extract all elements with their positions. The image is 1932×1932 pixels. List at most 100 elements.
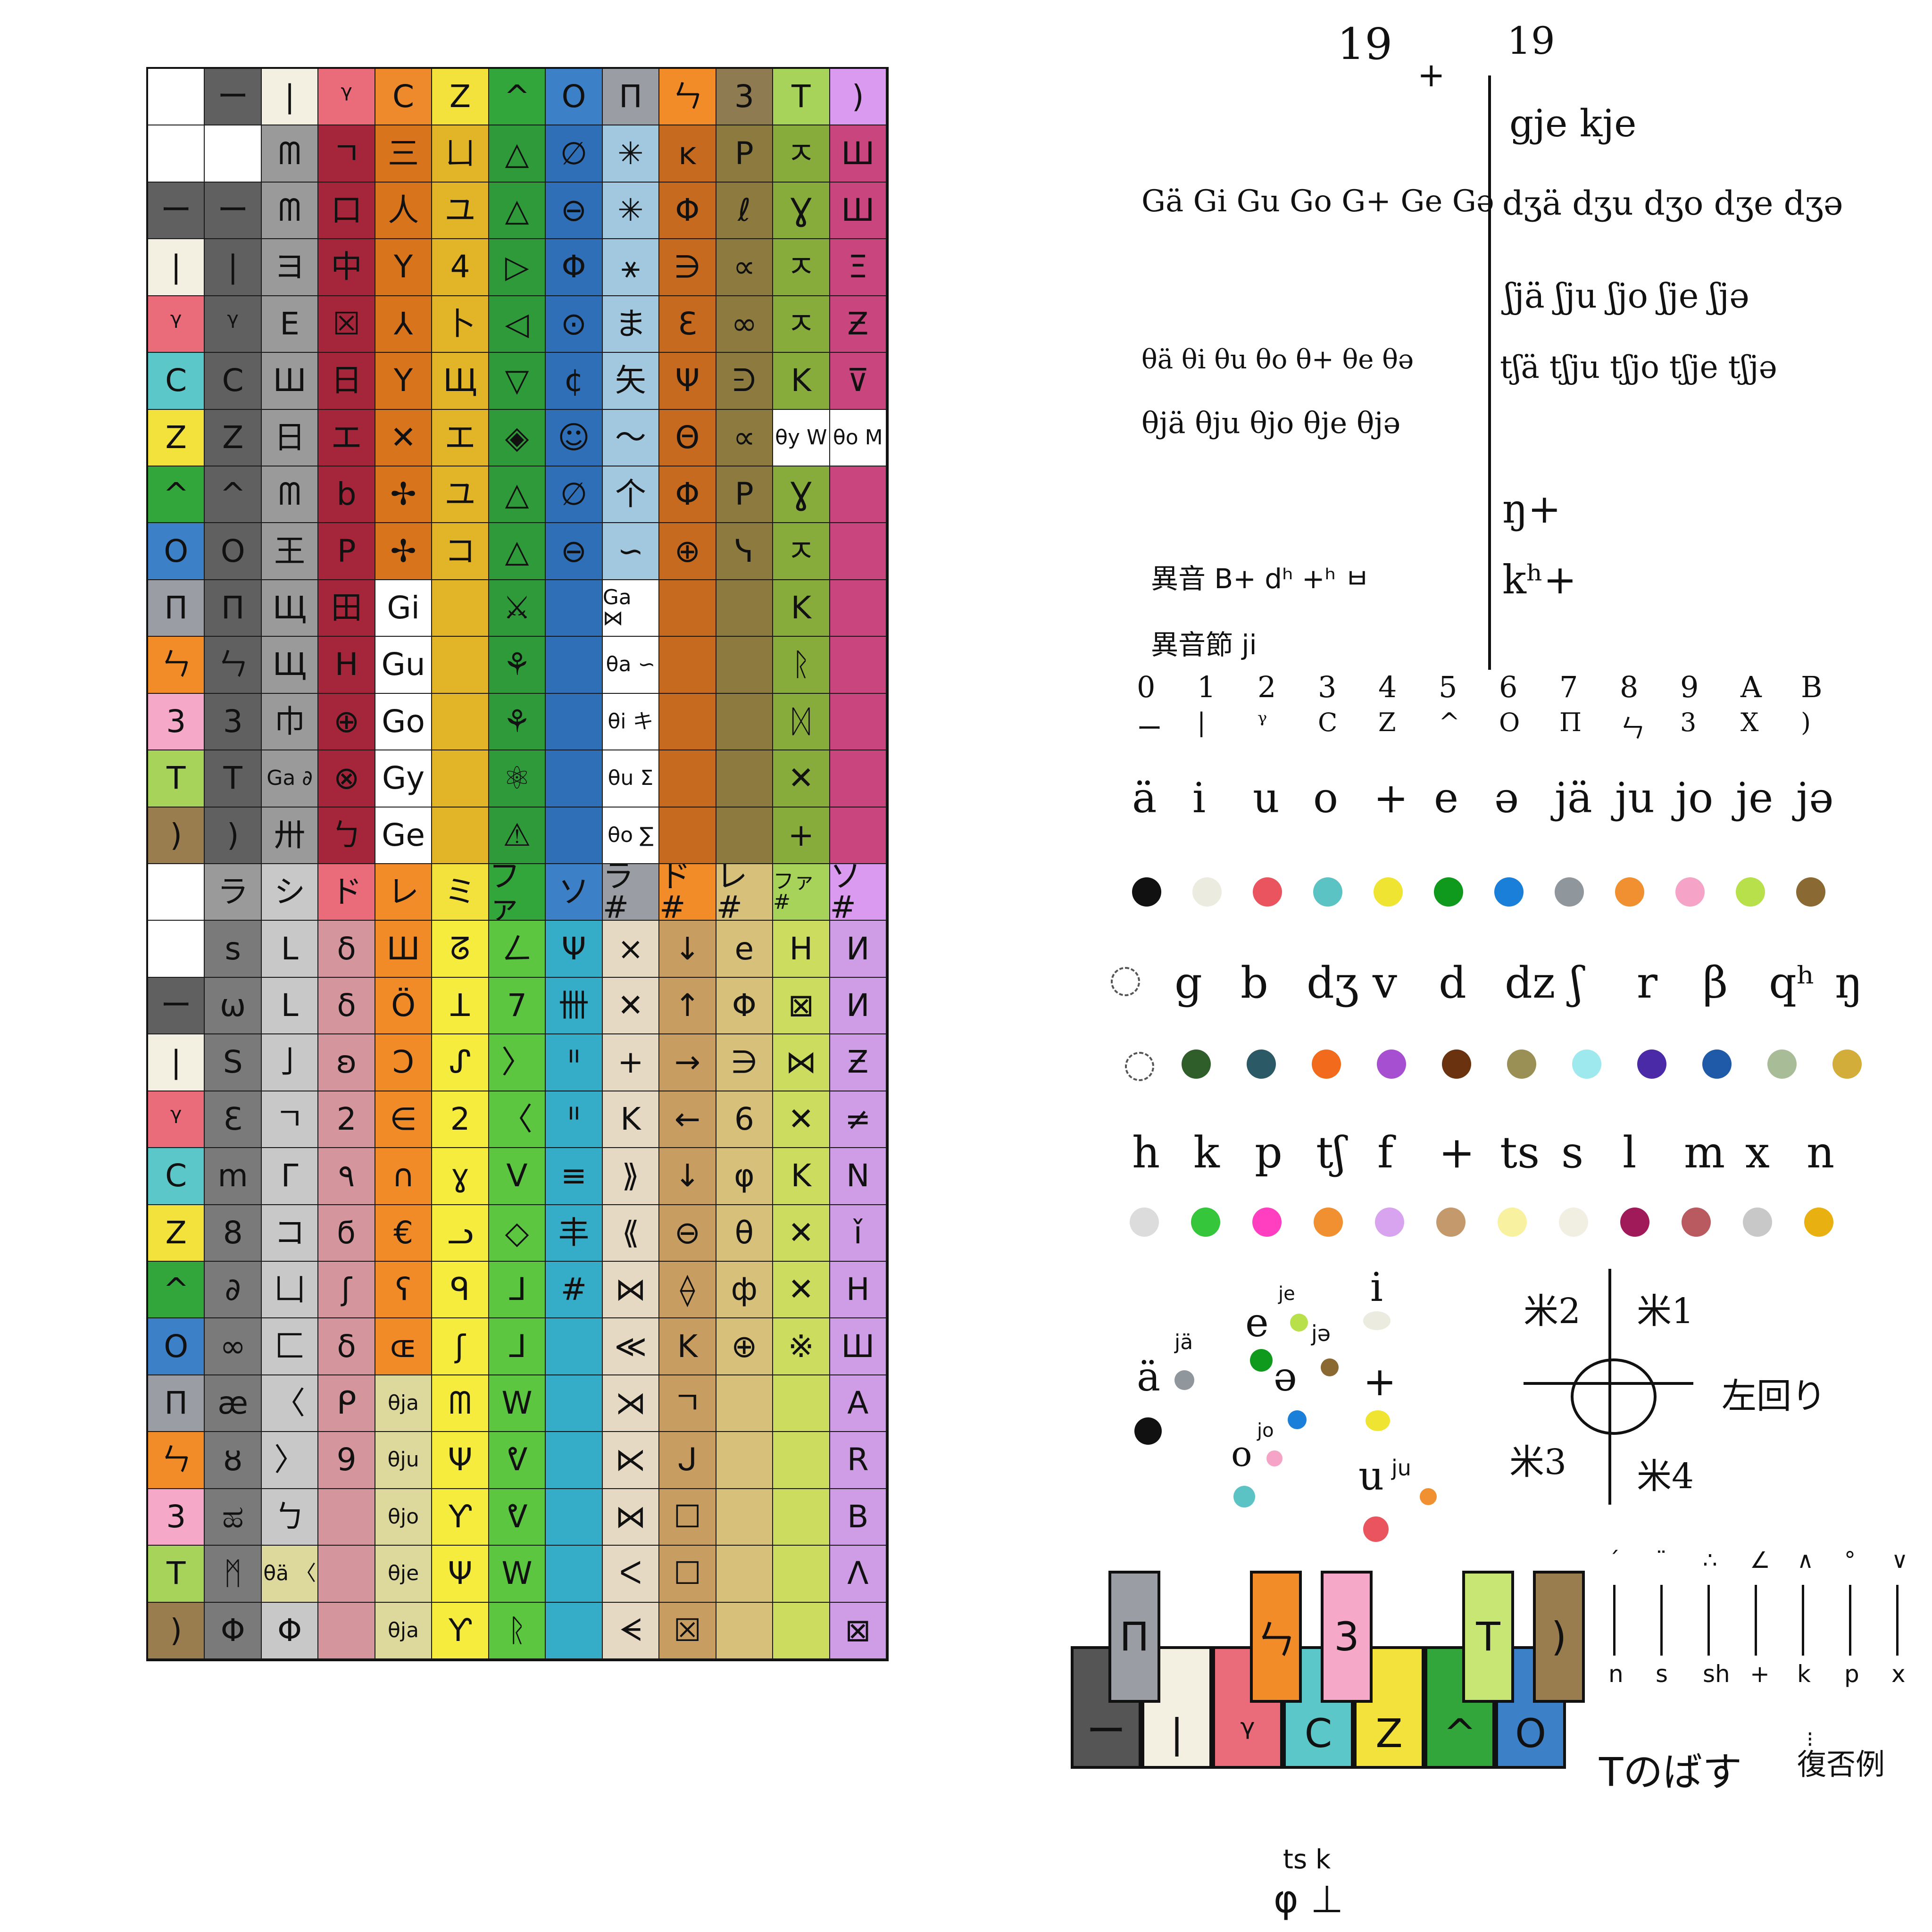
stroke-line [1849,1585,1851,1656]
dot-e [1250,1349,1273,1372]
grid-cell: Φ [546,239,603,296]
ng-plus: ŋ+ [1502,486,1561,532]
grid-cell: ᗰ [261,182,319,240]
grid-cell: ) [148,1602,205,1659]
grid-cell: ⚔ [489,580,546,637]
grid-cell [546,1432,603,1489]
digit-glyph: C [1318,708,1338,737]
consonant-color-dot [1130,1208,1159,1237]
consonant-color-dot [1559,1208,1588,1237]
grid-cell [830,523,887,580]
grid-cell: θju [375,1432,433,1489]
grid-cell: W [489,1375,546,1432]
grid-cell: Y [375,353,433,410]
grid-cell: ✳ [602,125,660,183]
grid-cell [546,1546,603,1603]
stroke-line [1613,1585,1616,1656]
grid-cell: レ# [716,864,774,921]
grid-cell: T [205,750,262,808]
grid-cell: 3 [205,693,262,751]
grid-cell: ≪ [602,1318,660,1375]
grid-cell: K [659,1318,716,1375]
grid-cell: 王 [261,523,319,580]
grid-cell: | [148,239,205,296]
grid-cell [546,750,603,808]
stroke-label: k [1797,1660,1811,1688]
grid-cell [546,693,603,751]
grid-cell: Ψ [432,1432,489,1489]
grid-cell: ↓ [659,921,716,978]
grid-cell: И [830,921,887,978]
grid-cell [830,580,887,637]
consonant-color-dot [1314,1208,1343,1237]
grid-cell: 巾 [261,693,319,751]
consonant-label: dz [1505,958,1556,1008]
consonant-label: x [1745,1127,1770,1178]
grid-cell [716,1375,774,1432]
grid-cell [716,750,774,808]
digit-glyph: ー [1137,714,1162,743]
grid-cell: θ [716,1205,774,1262]
grid-cell: ⊕ [659,523,716,580]
grid-cell [148,921,205,978]
grid-cell: Ɛ [659,296,716,353]
consonant-color-dot [1252,1208,1282,1237]
stroke-line [1896,1585,1899,1656]
grid-cell: ʚ [318,1034,375,1091]
consonant-color-dot [1377,1049,1406,1079]
consonant-color-dot [1436,1208,1466,1237]
consonant-label: ŋ [1835,958,1863,1008]
grid-cell: 4 [432,239,489,296]
grid-cell: Ш [375,921,433,978]
vowel-label: ə [1494,774,1519,822]
grid-cell: ⊖ [546,182,603,240]
grid-cell: ⊗ [318,750,375,808]
grid-cell: P [716,125,774,183]
vowel-label-schwa: ə [1274,1354,1297,1400]
grid-cell: ǐ [830,1205,887,1262]
grid-cell [773,1602,830,1659]
grid-cell: ᛗ [205,1546,262,1603]
consonant-label: ʃ [1571,958,1582,1008]
grid-cell: ー [205,182,262,240]
grid-cell [773,1489,830,1546]
grid-cell: 〜 [602,409,660,466]
grid-cell: ㄣ [659,69,716,126]
grid-cell: ⟪ [602,1205,660,1262]
grid-cell: ソ [546,864,603,921]
grid-cell: ᐦ [546,1091,603,1149]
grid-cell: ☒ [659,1602,716,1659]
grid-cell: ✕ [375,409,433,466]
grid-cell: P [716,466,774,524]
consonant-label: p [1255,1127,1282,1178]
stroke-label: s [1656,1660,1668,1688]
consonant-color-dot [1620,1208,1649,1237]
grid-cell: € [375,1205,433,1262]
consonant-label: ts [1500,1127,1540,1178]
grid-cell: ω [205,977,262,1035]
grid-cell: L [261,977,319,1035]
kh-plus: kʰ+ [1502,557,1577,603]
grid-cell: ㄅ [318,807,375,864]
grid-cell: ¢ [546,353,603,410]
grid-cell: R [830,1432,887,1489]
grid-cell: ㅈ [773,523,830,580]
grid-cell: ȣ [205,1432,262,1489]
grid-cell: 〈 [489,1091,546,1149]
grid-cell: 口 [318,182,375,240]
digit-label: A [1740,670,1762,704]
stroke-label: + [1750,1660,1770,1688]
stroke-mark: ° [1844,1547,1856,1574]
grid-cell: H [773,921,830,978]
grid-cell: 丰 [546,1205,603,1262]
grid-cell [659,580,716,637]
digit-label: B [1801,670,1823,704]
grid-cell: 日 [318,353,375,410]
grid-cell: ⋊ [602,1375,660,1432]
stroke-label: x [1891,1660,1906,1688]
grid-cell: ⊕ [716,1318,774,1375]
grid-cell [148,864,205,921]
vowel-color-dot [1615,877,1644,907]
grid-cell: Ɣ [773,182,830,240]
grid-cell [546,1602,603,1659]
